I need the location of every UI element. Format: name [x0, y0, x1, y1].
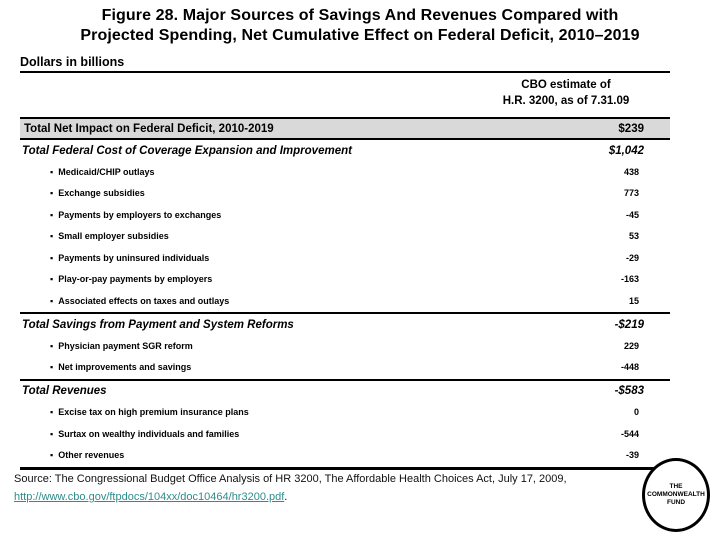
row-label: Associated effects on taxes and outlays [58, 295, 230, 306]
row-label: Payments by employers to exchanges [58, 209, 222, 220]
column-header-line1: CBO estimate of [521, 79, 611, 91]
row-label: Physician payment SGR reform [58, 340, 193, 351]
table-row: Total Revenues -$583 [20, 378, 670, 403]
row-label: Small employer subsidies [58, 231, 169, 242]
table-row: ▪ Exchange subsidies 773 [35, 183, 665, 205]
row-label: Exchange subsidies [58, 188, 145, 199]
source-suffix: . [284, 491, 288, 503]
bullet-icon: ▪ [50, 252, 54, 263]
table-row: Total Federal Cost of Coverage Expansion… [20, 140, 670, 162]
logo-line1: THE [669, 482, 683, 490]
row-value: -45 [625, 209, 639, 220]
bullet-icon: ▪ [50, 407, 54, 418]
figure-title: Figure 28. Major Sources of Savings And … [10, 6, 710, 45]
bullet-icon: ▪ [50, 295, 54, 306]
source-link[interactable]: http://www.cbo.gov/ftpdocs/104xx/doc1046… [14, 491, 285, 503]
row-value: 773 [623, 188, 639, 199]
table-row: ▪ Associated effects on taxes and outlays… [35, 291, 665, 313]
row-value: 438 [623, 166, 639, 177]
row-label: Net improvements and savings [58, 362, 192, 373]
figure-title-line2: Projected Spending, Net Cumulative Effec… [80, 26, 640, 44]
bullet-icon: ▪ [50, 274, 54, 285]
row-value: 53 [628, 231, 639, 242]
commonwealth-fund-logo: THE COMMONWEALTH FUND [642, 458, 710, 532]
bullet-icon: ▪ [50, 209, 54, 220]
table-row: ▪ Other revenues -39 [35, 445, 665, 467]
table-row: Total Net Impact on Federal Deficit, 201… [20, 117, 670, 140]
bullet-icon: ▪ [50, 188, 54, 199]
row-label: Play-or-pay payments by employers [58, 274, 213, 285]
column-header: CBO estimate of H.R. 3200, as of 7.31.09 [460, 77, 672, 109]
row-label: Total Revenues [22, 385, 107, 398]
source-text: Source: The Congressional Budget Office … [14, 473, 567, 485]
table-row: ▪ Medicaid/CHIP outlays 438 [35, 162, 665, 184]
row-value: -29 [625, 252, 639, 263]
bullet-icon: ▪ [50, 362, 54, 373]
figure-title-line1: Figure 28. Major Sources of Savings And … [101, 7, 619, 24]
row-label: Other revenues [58, 450, 125, 461]
row-value: -39 [625, 450, 639, 461]
row-value: $1,042 [608, 144, 644, 157]
row-label: Total Federal Cost of Coverage Expansion… [22, 144, 352, 157]
row-value: -448 [620, 362, 639, 373]
table-row: ▪ Small employer subsidies 53 [35, 226, 665, 248]
row-value: -$219 [614, 318, 644, 331]
table-row: ▪ Payments by uninsured individuals -29 [35, 248, 665, 270]
bullet-icon: ▪ [50, 428, 54, 439]
table-row: ▪ Surtax on wealthy individuals and famil… [35, 424, 665, 446]
row-value: 0 [633, 407, 639, 418]
source-note: Source: The Congressional Budget Office … [14, 470, 644, 506]
row-value: -$583 [614, 385, 644, 398]
bullet-icon: ▪ [50, 450, 54, 461]
row-value: 15 [628, 295, 639, 306]
row-value: $239 [618, 122, 644, 135]
bullet-icon: ▪ [50, 166, 54, 177]
units-label: Dollars in billions [20, 55, 125, 69]
source-link-line: http://www.cbo.gov/ftpdocs/104xx/doc1046… [14, 488, 644, 506]
row-value: -544 [620, 428, 639, 439]
table-row: ▪ Payments by employers to exchanges -45 [35, 205, 665, 227]
column-header-line2: H.R. 3200, as of 7.31.09 [502, 95, 630, 107]
row-label: Total Net Impact on Federal Deficit, 201… [24, 122, 274, 135]
row-value: -163 [620, 274, 639, 285]
row-label: Medicaid/CHIP outlays [58, 166, 155, 177]
row-label: Total Savings from Payment and System Re… [22, 318, 294, 331]
header-rule [20, 71, 670, 73]
logo-line2: COMMONWEALTH [647, 490, 705, 498]
table-row: ▪ Excise tax on high premium insurance pl… [35, 402, 665, 424]
logo-line3: FUND [666, 499, 686, 507]
table-row: ▪ Play-or-pay payments by employers -163 [35, 269, 665, 291]
row-label: Surtax on wealthy individuals and famili… [58, 428, 240, 439]
bullet-icon: ▪ [50, 231, 54, 242]
deficit-table: Total Net Impact on Federal Deficit, 201… [20, 117, 670, 470]
row-value: 229 [623, 340, 639, 351]
row-label: Excise tax on high premium insurance pla… [58, 407, 249, 418]
table-row: Total Savings from Payment and System Re… [20, 312, 670, 336]
bullet-icon: ▪ [50, 340, 54, 351]
table-row: ▪ Physician payment SGR reform 229 [35, 336, 665, 358]
table-row: ▪ Net improvements and savings -448 [35, 357, 665, 379]
row-label: Payments by uninsured individuals [58, 252, 210, 263]
